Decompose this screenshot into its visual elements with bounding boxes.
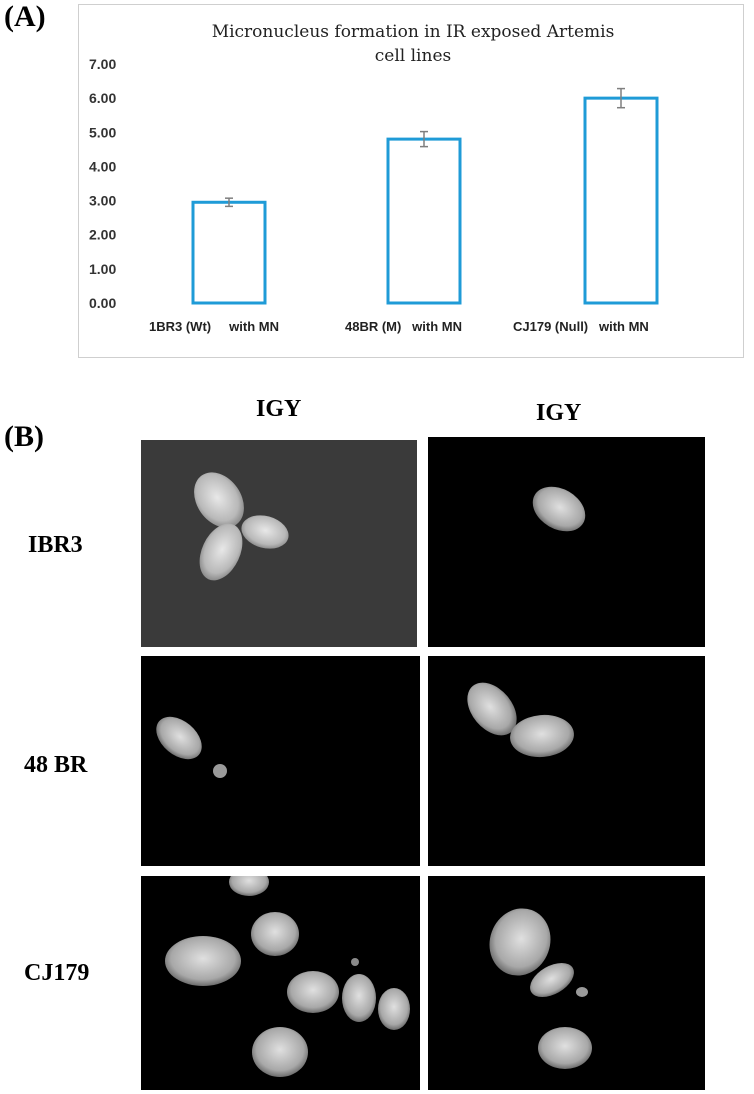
micrograph-48br-left: [141, 656, 420, 866]
x-category-label: 48BR (M) with MN: [345, 319, 462, 334]
bar: [386, 137, 462, 305]
micrograph-cj179-left: [141, 876, 420, 1090]
x-category-label: CJ179 (Null) with MN: [513, 319, 649, 334]
panel-a-label: (A): [4, 0, 46, 33]
row-label-cj179: CJ179: [24, 960, 90, 986]
y-tick-label: 4.00: [89, 158, 116, 174]
chart-title-line: Micronucleus formation in IR exposed Art…: [212, 22, 615, 42]
row-label-48br: 48 BR: [24, 752, 88, 778]
micrograph-ibr3-left: [141, 440, 417, 647]
y-tick-label: 1.00: [89, 261, 116, 277]
y-tick-label: 5.00: [89, 124, 116, 140]
bar-chart-panel: Micronucleus formation in IR exposed Art…: [78, 4, 744, 358]
bar: [191, 200, 267, 305]
y-tick-label: 0.00: [89, 295, 116, 311]
y-tick-label: 2.00: [89, 227, 116, 243]
chart-title-line: cell lines: [375, 46, 451, 66]
bar: [583, 96, 659, 305]
panel-b-label: (B): [4, 420, 44, 453]
column-header-right: IGY: [536, 400, 582, 426]
micrograph-48br-right: [428, 656, 705, 866]
x-category-label: 1BR3 (Wt) with MN: [149, 319, 279, 334]
micrograph-cj179-right: [428, 876, 705, 1090]
column-header-left: IGY: [256, 396, 302, 422]
y-tick-label: 7.00: [89, 56, 116, 72]
y-tick-label: 6.00: [89, 90, 116, 106]
row-label-ibr3: IBR3: [28, 532, 83, 558]
bar-chart: Micronucleus formation in IR exposed Art…: [89, 22, 659, 334]
micrograph-ibr3-right: [428, 437, 705, 647]
y-tick-label: 3.00: [89, 193, 116, 209]
